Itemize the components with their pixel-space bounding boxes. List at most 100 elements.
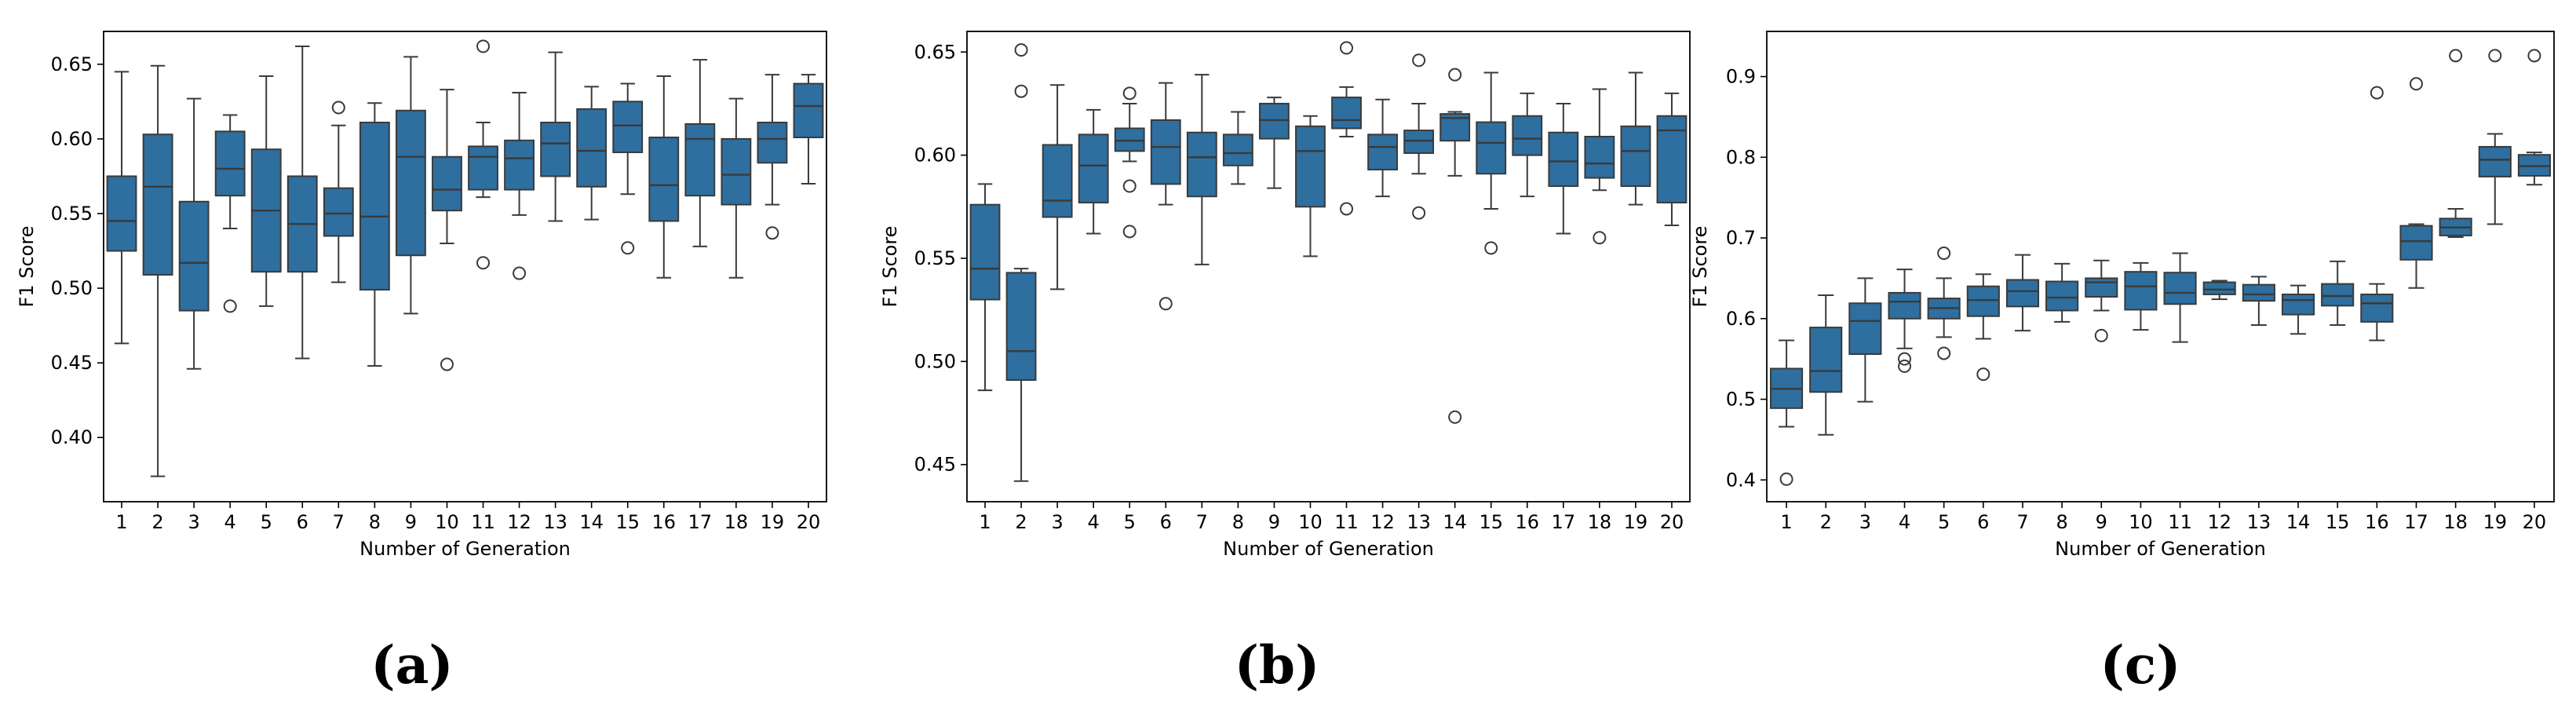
box-iqr <box>142 133 173 276</box>
x-tick-label: 7 <box>333 511 345 533</box>
chart-panel-1: 0.400.450.500.550.600.651 2 3 4 5 6 7 8 9 10 11 12 1… <box>16 31 827 696</box>
x-tick-label: 19 <box>761 511 785 533</box>
x-tick-label: 16 <box>2365 511 2389 533</box>
box-12 <box>504 91 535 280</box>
y-axis-label: F1 Score <box>1689 226 1711 308</box>
outlier <box>1340 41 1354 55</box>
x-tick-label: 4 <box>224 511 236 533</box>
box-20 <box>793 74 824 185</box>
y-tick-label: 0.60 <box>51 128 93 150</box>
y-tick-label: 0.7 <box>1726 227 1756 249</box>
outlier <box>2370 86 2384 100</box>
x-tick-label: 4 <box>1088 511 1100 533</box>
plot-frame <box>1766 31 2555 503</box>
x-tick-label: 19 <box>1624 511 1648 533</box>
box-iqr <box>648 137 680 222</box>
x-tick-label: 7 <box>1196 511 1208 533</box>
box-iqr <box>1809 327 1843 393</box>
x-tick-label: 11 <box>2168 511 2192 533</box>
outlier <box>2094 328 2108 342</box>
box-20 <box>1656 92 1688 226</box>
outlier <box>223 299 237 313</box>
box-16 <box>1512 92 1543 198</box>
x-tick-label: 16 <box>652 511 677 533</box>
y-axis-label: F1 Score <box>16 226 38 308</box>
x-tick-label: 17 <box>1552 511 1576 533</box>
y-tick-label: 0.60 <box>914 144 956 166</box>
y-tick-label: 0.6 <box>1726 308 1756 330</box>
box-13 <box>540 51 571 222</box>
box-iqr <box>1078 133 1109 204</box>
x-tick-label: 8 <box>1232 511 1244 533</box>
x-tick-label: 10 <box>435 511 459 533</box>
box-iqr <box>396 109 426 257</box>
box-iqr <box>2085 277 2118 298</box>
x-tick-label: 14 <box>2286 511 2311 533</box>
box-7 <box>323 101 354 283</box>
outlier <box>476 39 491 53</box>
outlier <box>1412 206 1426 220</box>
outlier <box>1898 352 1912 366</box>
box-2 <box>142 64 173 477</box>
y-tick-label: 0.45 <box>914 454 956 476</box>
y-tick-label: 0.65 <box>914 41 956 63</box>
outlier <box>1340 202 1354 216</box>
box-8 <box>359 102 390 367</box>
x-tick-label: 17 <box>2404 511 2428 533</box>
y-tick-label: 0.50 <box>51 277 93 299</box>
outlier <box>1448 68 1462 82</box>
x-tick-label: 15 <box>1479 511 1503 533</box>
outlier <box>1412 53 1426 68</box>
x-tick-label: 3 <box>1051 511 1063 533</box>
plot-frame <box>966 31 1691 503</box>
x-tick-label: 9 <box>405 511 417 533</box>
box-iqr <box>1848 302 1882 355</box>
box-iqr <box>359 121 390 291</box>
box-iqr <box>468 145 498 191</box>
outlier <box>1122 179 1137 193</box>
outlier <box>513 266 527 280</box>
box-14 <box>2281 284 2315 335</box>
x-tick-label: 12 <box>1370 511 1395 533</box>
box-17 <box>2399 77 2433 289</box>
box-3 <box>1848 277 1882 403</box>
x-axis-label: Number of Generation <box>1223 538 1434 560</box>
box-iqr <box>1888 291 1921 320</box>
box-4 <box>1888 269 1921 373</box>
box-iqr <box>1403 130 1435 155</box>
y-tick-label: 0.5 <box>1726 389 1756 411</box>
x-tick-label: 16 <box>1516 511 1540 533</box>
box-1 <box>106 71 137 345</box>
box-iqr <box>540 121 571 177</box>
box-5 <box>1927 247 1961 360</box>
box-iqr <box>721 137 752 206</box>
chart-panel-3: 0.40.50.60.70.80.91 2 3 4 5 6 7 8 9 10 11 12 13 14 15 1… <box>1689 31 2555 696</box>
x-tick-label: 5 <box>1124 511 1136 533</box>
box-19 <box>757 74 788 240</box>
y-tick-label: 0.45 <box>51 352 93 374</box>
x-tick-label: 13 <box>543 511 567 533</box>
outlier <box>2409 77 2423 91</box>
box-8 <box>1222 111 1253 185</box>
box-16 <box>2360 86 2394 342</box>
box-iqr <box>1966 285 2000 317</box>
box-iqr <box>106 175 137 252</box>
x-tick-label: 9 <box>2096 511 2107 533</box>
chart-panel-2: 0.450.500.550.600.651 2 3 4 5 6 7 8 9 10 11 12 13 14 1… <box>879 31 1691 696</box>
x-tick-label: 20 <box>1660 511 1684 533</box>
box-20 <box>2517 49 2551 186</box>
outlier <box>1014 84 1028 98</box>
outlier <box>1158 297 1173 311</box>
y-tick-label: 0.50 <box>914 350 956 372</box>
box-15 <box>1476 71 1507 255</box>
box-7 <box>2005 254 2040 332</box>
x-tick-label: 8 <box>2056 511 2067 533</box>
box-1 <box>1770 339 1804 486</box>
box-2 <box>1005 43 1037 482</box>
box-14 <box>576 86 608 221</box>
box-iqr <box>432 155 462 212</box>
outlier <box>1976 367 1990 382</box>
box-iqr <box>684 122 716 197</box>
box-16 <box>648 75 680 279</box>
box-9 <box>2085 259 2118 342</box>
